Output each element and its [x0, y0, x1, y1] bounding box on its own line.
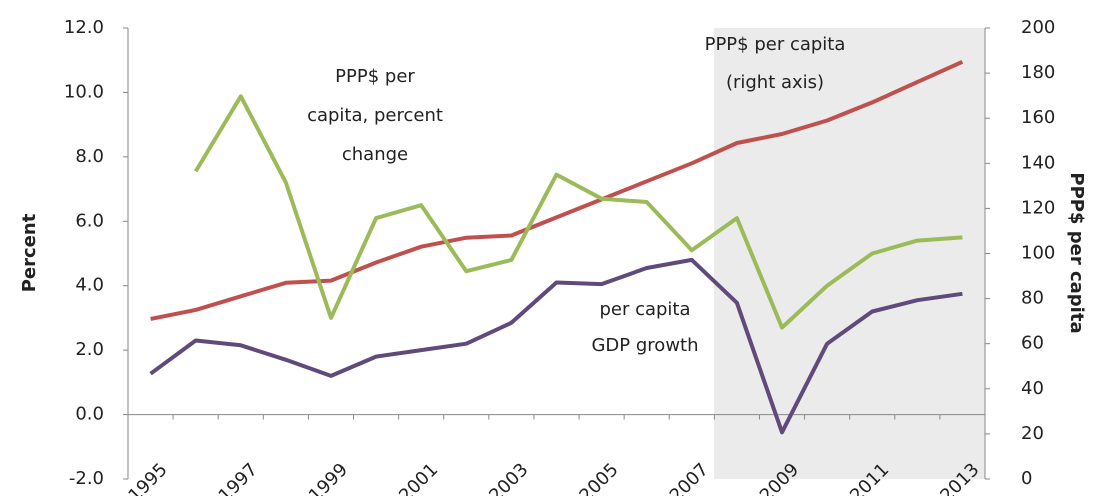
- shaded-region: [714, 28, 985, 479]
- y2-tick-label: 160: [1021, 107, 1055, 128]
- y-tick-label: 8.0: [75, 146, 104, 167]
- y2-tick-label: 120: [1021, 197, 1055, 218]
- annotation: PPP$ per capita: [705, 34, 846, 55]
- y-tick-label: 12.0: [64, 17, 104, 38]
- y2-tick-label: 0: [1021, 468, 1032, 489]
- y2-tick-label: 80: [1021, 288, 1044, 309]
- y-tick-label: 6.0: [75, 210, 104, 231]
- annotation: PPP$ per: [335, 66, 415, 87]
- y2-tick-label: 100: [1021, 243, 1055, 264]
- x-tick-label: 1999: [305, 459, 352, 496]
- x-tick-label: 1997: [215, 459, 262, 496]
- y2-axis-title: PPP$ per capita: [1066, 172, 1087, 333]
- y-axis-title: Percent: [19, 213, 40, 292]
- y2-tick-label: 180: [1021, 62, 1055, 83]
- annotation: GDP growth: [591, 335, 698, 356]
- x-tick-label: 2005: [575, 459, 622, 496]
- y-tick-label: -2.0: [69, 468, 104, 489]
- y-tick-label: 10.0: [64, 81, 104, 102]
- line-series: [193, 94, 963, 330]
- y2-tick-label: 60: [1021, 333, 1044, 354]
- y-tick-label: 2.0: [75, 339, 104, 360]
- line-series: [149, 257, 963, 435]
- annotation: (right axis): [726, 72, 824, 93]
- line-series: [150, 59, 964, 321]
- x-tick-label: 2007: [666, 459, 713, 496]
- annotation: capita, percent: [307, 105, 443, 126]
- x-tick-label: 1995: [124, 459, 171, 496]
- y2-tick-label: 40: [1021, 378, 1044, 399]
- y-tick-label: 4.0: [75, 275, 104, 296]
- annotation: per capita: [599, 299, 690, 320]
- y2-tick-label: 20: [1021, 423, 1044, 444]
- x-tick-label: 2001: [395, 459, 442, 496]
- annotation: change: [342, 144, 408, 165]
- y-tick-label: 0.0: [75, 404, 104, 425]
- x-tick-label: 2003: [485, 459, 532, 496]
- y2-tick-label: 200: [1021, 17, 1055, 38]
- y2-tick-label: 140: [1021, 152, 1055, 173]
